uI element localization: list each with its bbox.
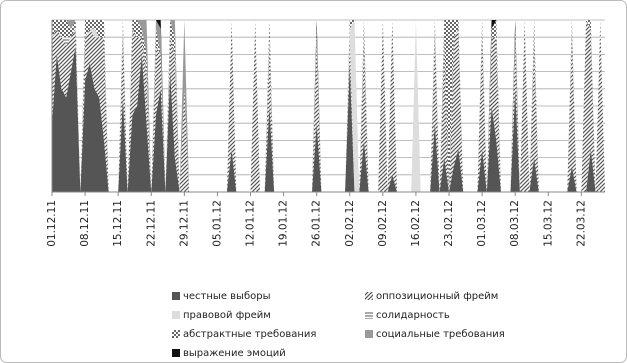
legend-swatch — [172, 292, 180, 300]
legend-label: абстрактные требования — [183, 329, 316, 340]
x-tick-label: 22.03.12 — [575, 200, 587, 247]
legend-swatch — [365, 330, 373, 338]
legend-swatch — [365, 292, 373, 300]
x-tick-label: 01.12.11 — [46, 200, 58, 247]
legend: честные выборы оппозиционный фрейм правово… — [172, 291, 505, 359]
area — [52, 20, 605, 192]
legend-swatch — [172, 311, 180, 319]
x-tick-label: 23.02.12 — [443, 200, 455, 247]
x-tick-label: 19.01.12 — [278, 200, 290, 247]
legend-label: солидарность — [376, 310, 450, 321]
x-axis: 01.12.11 08.12.11 15.12.11 22.12.11 29.12.11… — [46, 192, 587, 247]
x-tick-label: 05.01.12 — [211, 200, 223, 247]
legend-label: выражение эмоций — [183, 348, 286, 359]
x-tick-label: 08.12.11 — [79, 200, 91, 247]
x-tick-label: 08.03.12 — [509, 200, 521, 247]
x-tick-label: 29.12.11 — [178, 200, 190, 247]
x-tick-label: 16.02.12 — [410, 200, 422, 247]
area — [52, 20, 605, 192]
plot-areas — [51, 20, 605, 193]
legend-label: правовой фрейм — [183, 310, 271, 321]
x-tick-label: 15.12.11 — [112, 200, 124, 247]
x-tick-label: 26.01.12 — [311, 200, 323, 247]
area — [52, 45, 605, 192]
x-tick-label: 09.02.12 — [377, 200, 389, 247]
legend-label: оппозиционный фрейм — [376, 291, 498, 302]
legend-label: социальные требования — [376, 329, 505, 340]
legend-swatch — [365, 311, 373, 319]
x-tick-label: 02.02.12 — [344, 200, 356, 247]
x-tick-label: 12.01.12 — [245, 200, 257, 247]
legend-swatch — [172, 349, 180, 357]
legend-swatch — [172, 330, 180, 338]
x-tick-label: 01.03.12 — [476, 200, 488, 247]
x-tick-label: 15.03.12 — [542, 200, 554, 247]
x-tick-label: 22.12.11 — [145, 200, 157, 247]
legend-label: честные выборы — [183, 291, 270, 302]
